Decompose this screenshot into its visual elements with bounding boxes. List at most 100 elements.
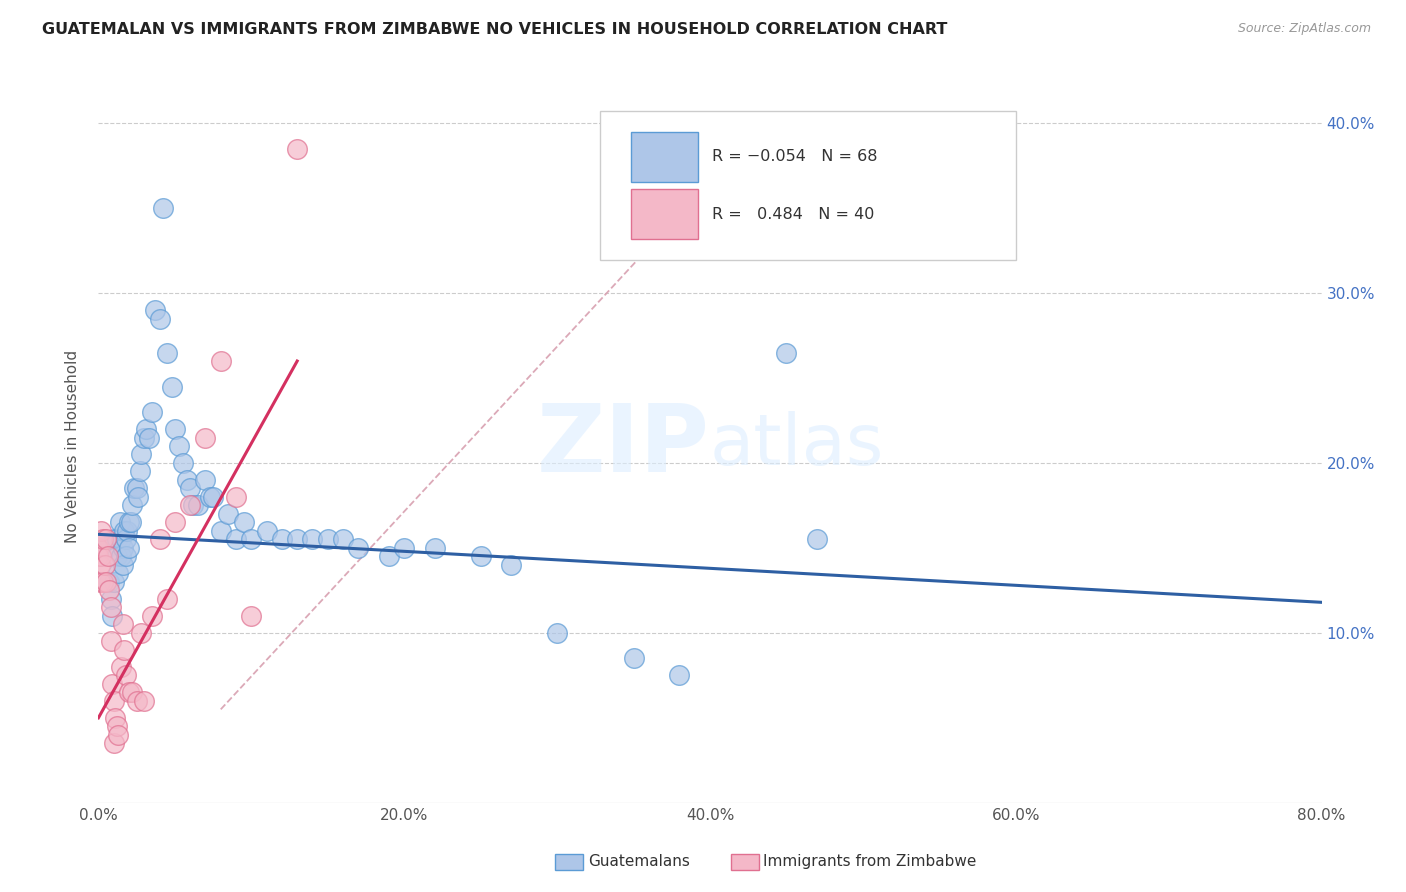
Point (103, 574, 125, 589)
Point (156, 345, 179, 359)
Point (209, 354, 232, 368)
Point (105, 719, 128, 733)
Point (806, 533, 828, 547)
Point (256, 524, 278, 538)
Point (98, 574, 121, 589)
Point (112, 524, 135, 538)
Point (100, 634, 122, 648)
FancyBboxPatch shape (630, 189, 697, 239)
Point (152, 201, 174, 215)
Point (378, 549, 401, 564)
Point (127, 490, 149, 504)
Point (332, 533, 354, 547)
FancyBboxPatch shape (630, 132, 697, 182)
Point (89, 558, 111, 572)
Point (240, 533, 263, 547)
Point (90, 549, 112, 564)
Point (163, 422, 186, 436)
Text: atlas: atlas (710, 411, 884, 481)
Point (198, 490, 221, 504)
Point (111, 558, 134, 572)
Point (115, 549, 138, 564)
Point (103, 694, 125, 708)
Point (470, 549, 492, 564)
Point (118, 516, 141, 530)
Point (87, 549, 110, 564)
Point (285, 533, 308, 547)
Point (163, 516, 186, 530)
Point (107, 566, 129, 581)
Point (501, 558, 523, 572)
Point (202, 490, 225, 504)
Point (668, 668, 690, 682)
Point (98, 583, 121, 598)
Point (110, 660, 132, 674)
Point (143, 303, 166, 318)
Point (112, 643, 135, 657)
Point (129, 448, 152, 462)
Point (217, 507, 239, 521)
Point (149, 311, 172, 326)
Point (160, 379, 183, 393)
Point (135, 422, 157, 436)
Point (134, 430, 156, 444)
Point (179, 499, 201, 513)
Text: GUATEMALAN VS IMMIGRANTS FROM ZIMBABWE NO VEHICLES IN HOUSEHOLD CORRELATION CHAR: GUATEMALAN VS IMMIGRANTS FROM ZIMBABWE N… (42, 22, 948, 37)
Point (301, 533, 323, 547)
Point (134, 694, 156, 708)
Point (94, 574, 117, 589)
Point (141, 608, 163, 623)
Point (176, 473, 198, 487)
Point (108, 516, 131, 530)
Point (94, 533, 117, 547)
Point (172, 456, 194, 470)
Point (240, 608, 263, 623)
Point (209, 524, 232, 538)
Point (89, 574, 111, 589)
Point (125, 694, 148, 708)
Point (225, 490, 247, 504)
Point (128, 465, 150, 479)
Point (121, 499, 143, 513)
Point (285, 142, 308, 156)
Point (115, 533, 138, 547)
Point (270, 533, 292, 547)
Text: ZIP: ZIP (537, 400, 710, 492)
Point (232, 516, 254, 530)
Point (117, 524, 139, 538)
Point (187, 499, 209, 513)
Point (392, 541, 416, 555)
Point (141, 405, 163, 419)
Point (100, 600, 122, 615)
Point (316, 533, 339, 547)
Point (138, 430, 160, 444)
Point (90, 524, 112, 538)
Point (94, 541, 117, 555)
Point (104, 711, 127, 725)
Point (110, 549, 132, 564)
Point (105, 549, 128, 564)
Point (115, 668, 138, 682)
Point (103, 533, 125, 547)
Text: Source: ZipAtlas.com: Source: ZipAtlas.com (1237, 22, 1371, 36)
FancyBboxPatch shape (600, 111, 1015, 260)
Point (107, 728, 129, 742)
Text: Immigrants from Zimbabwe: Immigrants from Zimbabwe (763, 855, 977, 869)
Point (546, 626, 568, 640)
Point (125, 482, 148, 496)
Point (97, 549, 120, 564)
Point (120, 516, 142, 530)
Point (111, 541, 134, 555)
Point (194, 430, 217, 444)
Point (181, 499, 204, 513)
Point (118, 541, 141, 555)
Point (179, 482, 201, 496)
Point (101, 677, 124, 691)
Point (111, 617, 134, 632)
Point (623, 651, 645, 665)
Point (103, 736, 125, 750)
Point (194, 473, 217, 487)
Point (110, 533, 132, 547)
Point (149, 533, 172, 547)
Point (87, 541, 110, 555)
